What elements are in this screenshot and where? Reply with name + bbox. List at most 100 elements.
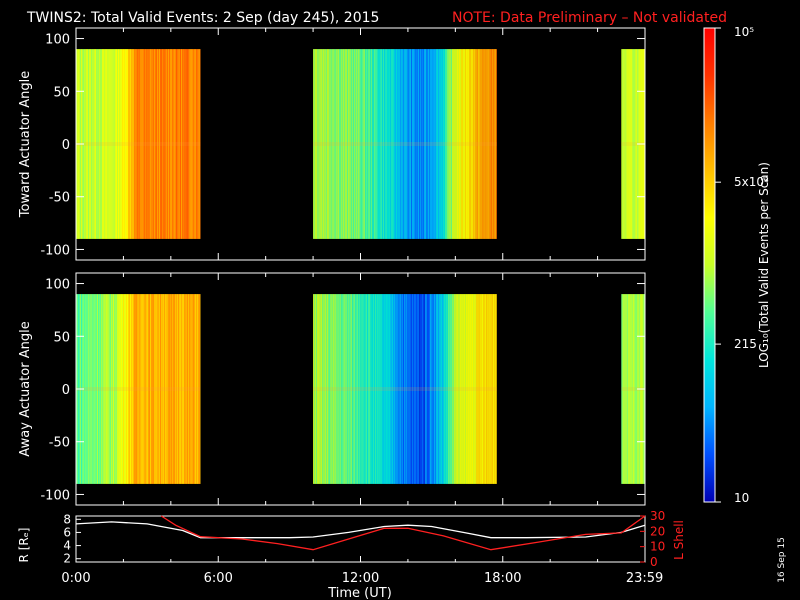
y-tick-label: 50 — [53, 330, 70, 345]
spectrogram-column — [404, 49, 406, 239]
spectrogram-column — [383, 294, 385, 484]
spectrogram-column — [93, 49, 95, 239]
spectrogram-column — [111, 49, 113, 239]
spectrogram-column — [432, 49, 434, 239]
spectrogram-column — [319, 294, 321, 484]
spectrogram-column — [122, 49, 124, 239]
spectrogram-column — [418, 294, 420, 484]
spectrogram-column — [86, 294, 88, 484]
spectrogram-column — [137, 49, 139, 239]
zero-angle-band — [621, 387, 645, 391]
spectrogram-column — [135, 49, 137, 239]
away-spectrogram — [76, 294, 646, 484]
time-axis: 0:00 6:00 12:00 18:00 23:59 — [61, 556, 663, 586]
spectrogram-column — [163, 49, 165, 239]
spectrogram-column — [400, 49, 402, 239]
spectrogram-column — [403, 49, 405, 239]
spectrogram-column — [335, 49, 337, 239]
spectrogram-column — [379, 49, 381, 239]
spectrogram-column — [484, 49, 486, 239]
spectrogram-column — [115, 49, 117, 239]
spectrogram-column — [492, 294, 494, 484]
spectrogram-column — [340, 294, 342, 484]
spectrogram-column — [199, 49, 201, 239]
spectrogram-column — [197, 49, 199, 239]
spectrogram-column — [108, 294, 110, 484]
spectrogram-column — [359, 294, 361, 484]
spectrogram-column — [112, 294, 114, 484]
spectrogram-column — [431, 49, 433, 239]
spectrogram-column — [636, 49, 638, 239]
spectrogram-column — [107, 294, 109, 484]
spectrogram-column — [195, 294, 197, 484]
spectrogram-column — [115, 294, 117, 484]
spectrogram-column — [408, 294, 410, 484]
spectrogram-column — [123, 49, 125, 239]
spectrogram-column — [622, 49, 624, 239]
r-tick-label: 4 — [63, 539, 71, 553]
spectrogram-column — [360, 294, 362, 484]
spectrogram-column — [377, 294, 379, 484]
zero-angle-band — [76, 142, 201, 146]
spectrogram-column — [190, 49, 192, 239]
spectrogram-column — [472, 49, 474, 239]
spectrogram-column — [168, 294, 170, 484]
y-tick-label: -100 — [40, 243, 70, 258]
spectrogram-column — [623, 294, 625, 484]
y-tick-label: -50 — [49, 191, 70, 206]
away-y-axis: 100 50 0 -50 -100 — [40, 273, 646, 505]
spectrogram-column — [629, 49, 631, 239]
spectrogram-column — [147, 294, 149, 484]
spectrogram-column — [108, 49, 110, 239]
spectrogram-column — [412, 49, 414, 239]
spectrogram-column — [352, 294, 354, 484]
colorbar-tick-label: 215 — [734, 337, 757, 351]
spectrogram-column — [438, 294, 440, 484]
spectrogram-column — [396, 49, 398, 239]
spectrogram-column — [485, 49, 487, 239]
spectrogram-column — [93, 294, 95, 484]
spectrogram-column — [493, 49, 495, 239]
spectrogram-column — [413, 49, 415, 239]
spectrogram-column — [386, 294, 388, 484]
spectrogram-column — [447, 49, 449, 239]
spectrogram-column — [482, 49, 484, 239]
spectrogram-column — [143, 294, 145, 484]
spectrogram-column — [188, 294, 190, 484]
spectrogram-column — [450, 49, 452, 239]
spectrogram-column — [318, 294, 320, 484]
spectrogram-column — [155, 294, 157, 484]
spectrogram-column — [411, 294, 413, 484]
spectrogram-column — [410, 49, 412, 239]
spectrogram-column — [132, 49, 134, 239]
spectrogram-column — [134, 294, 136, 484]
spectrogram-column — [118, 294, 120, 484]
spectrogram-column — [410, 294, 412, 484]
spectrogram-column — [129, 49, 131, 239]
spectrogram-column — [442, 294, 444, 484]
spectrogram-column — [143, 49, 145, 239]
spectrogram-column — [88, 49, 90, 239]
spectrogram-column — [350, 294, 352, 484]
spectrogram-column — [111, 294, 113, 484]
spectrogram-column — [94, 294, 96, 484]
spectrogram-column — [168, 49, 170, 239]
spectrogram-column — [480, 294, 482, 484]
spectrogram-column — [394, 49, 396, 239]
away-panel: 100 50 0 -50 -100 Away Actuator Angle — [18, 272, 646, 506]
spectrogram-column — [106, 294, 108, 484]
spectrogram-column — [368, 294, 370, 484]
spectrogram-column — [481, 294, 483, 484]
spectrogram-column — [406, 49, 408, 239]
spectrogram-column — [175, 294, 177, 484]
spectrogram-column — [432, 294, 434, 484]
y-tick-label: 50 — [53, 85, 70, 100]
spectrogram-column — [96, 294, 98, 484]
spectrogram-column — [460, 49, 462, 239]
spectrogram-column — [466, 49, 468, 239]
spectrogram-column — [465, 294, 467, 484]
spectrogram-column — [474, 49, 476, 239]
spectrogram-column — [390, 294, 392, 484]
spectrogram-column — [463, 49, 465, 239]
